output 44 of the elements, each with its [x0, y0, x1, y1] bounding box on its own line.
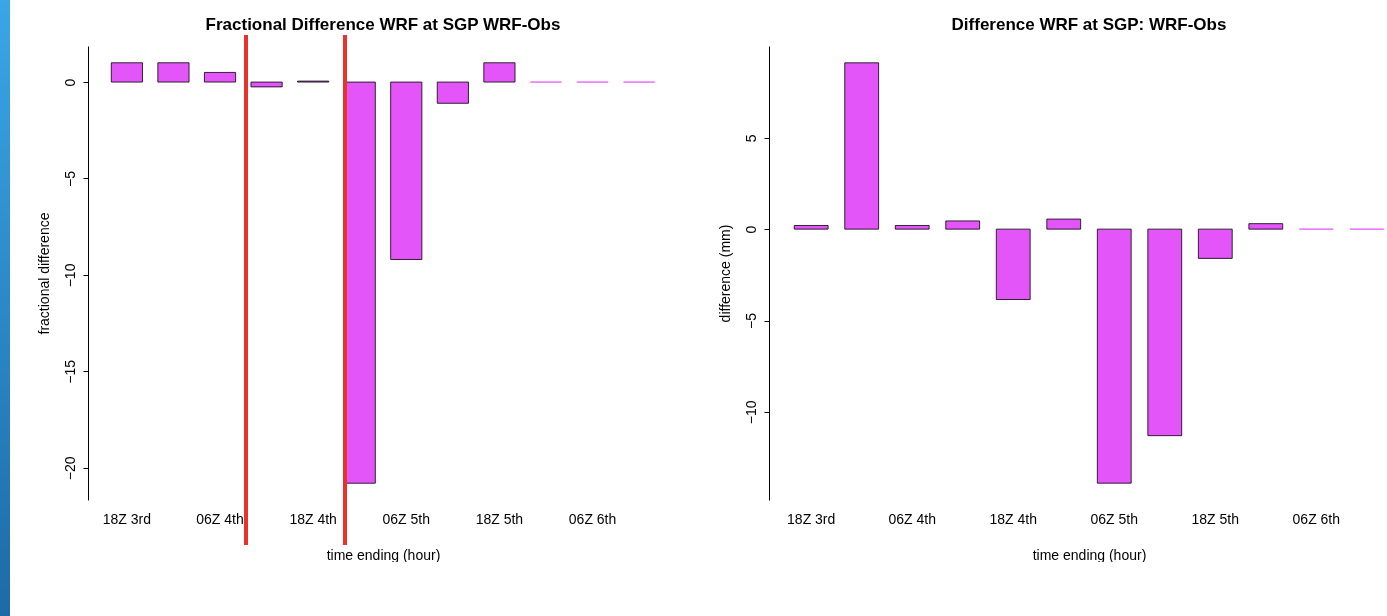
x-axis-title: time ending (hour): [326, 546, 441, 563]
y-tick-label: −10: [61, 263, 78, 288]
chart-title: Fractional Difference WRF at SGP WRF-Obs: [205, 15, 561, 34]
y-tick-label: −20: [61, 456, 78, 481]
y-axis-title: fractional difference: [35, 212, 52, 335]
x-tick-label: 18Z 5th: [475, 510, 524, 527]
y-tick-label: −15: [61, 359, 78, 384]
bar: [1248, 223, 1284, 230]
bar: [436, 81, 469, 104]
bar: [1147, 228, 1183, 437]
y-tick-label: 0: [742, 225, 759, 234]
x-tick-label: 18Z 4th: [989, 510, 1037, 527]
y-tick-label: 0: [61, 78, 78, 87]
bar: [390, 81, 423, 260]
chart-title: Difference WRF at SGP: WRF-Obs: [951, 15, 1227, 34]
x-tick-label: 18Z 4th: [289, 510, 337, 527]
bar: [250, 81, 283, 88]
x-tick-label: 06Z 4th: [888, 510, 936, 527]
bar: [157, 62, 190, 83]
bar: [483, 62, 516, 83]
x-tick-label: 06Z 5th: [382, 510, 431, 527]
x-tick-label: 18Z 5th: [1191, 510, 1240, 527]
bar: [1096, 228, 1132, 484]
y-tick-label: −10: [742, 400, 759, 425]
bar: [204, 72, 237, 83]
y-axis-title: difference (mm): [716, 224, 733, 323]
bar: [995, 228, 1031, 300]
x-tick-label: 06Z 6th: [1292, 510, 1341, 527]
bar: [1046, 218, 1082, 230]
bar: [1197, 228, 1233, 259]
x-tick-label: 18Z 3rd: [102, 510, 152, 527]
bar: [110, 62, 143, 83]
x-tick-label: 06Z 4th: [196, 510, 244, 527]
x-tick-label: 18Z 3rd: [787, 510, 836, 527]
y-tick-label: 5: [742, 134, 759, 143]
bar: [894, 225, 930, 230]
y-tick-label: −5: [61, 170, 78, 187]
x-axis-title: time ending (hour): [1032, 546, 1147, 563]
bar: [844, 62, 880, 230]
x-tick-label: 06Z 6th: [568, 510, 617, 527]
bar: [945, 220, 981, 230]
y-tick-label: −5: [742, 312, 759, 329]
bar: [793, 225, 829, 230]
x-tick-label: 06Z 5th: [1090, 510, 1138, 527]
